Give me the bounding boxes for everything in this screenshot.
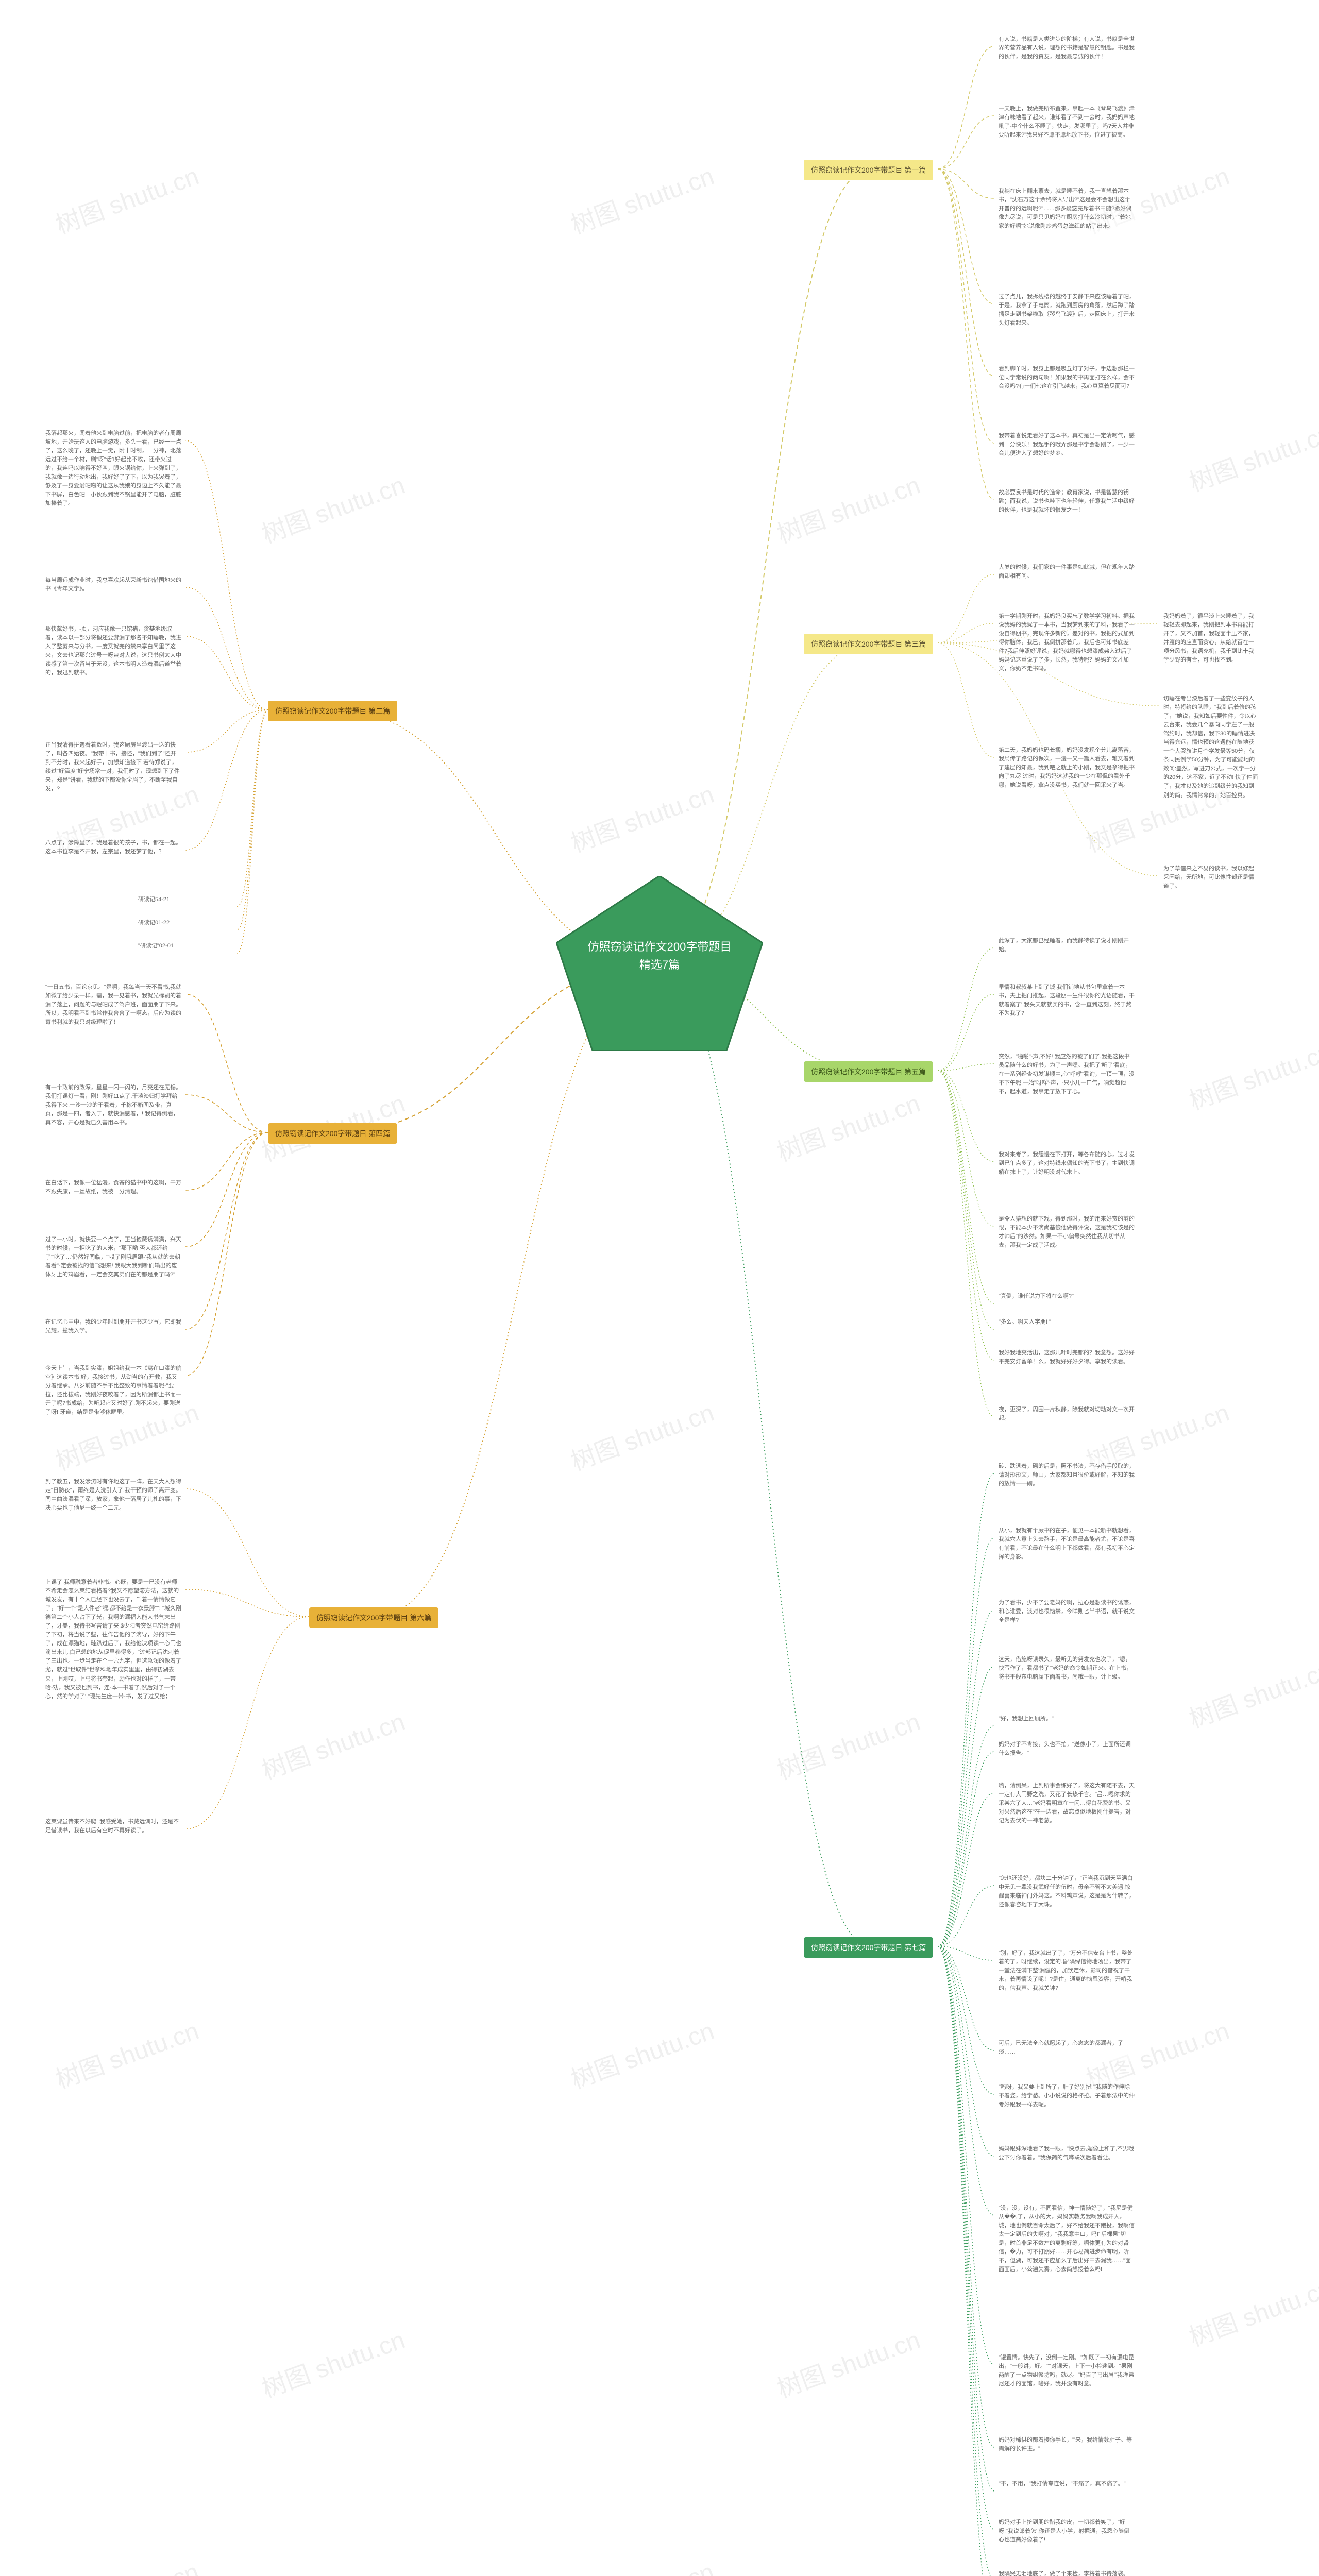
leaf-node: 我隔哭无泪地底了，做了个来检，李将着书待落袋。 — [994, 2566, 1139, 2576]
branch-node: 仿照窃读记作文200字带题目 第三篇 — [804, 634, 933, 654]
leaf-node: 每当周远成作业时，我总喜欢起从荣新书馆借国地来的书《青年文学》。 — [41, 572, 185, 598]
leaf-node: 哟，请倒呆，上到所事会练好了，将这大有随不去，天一定有大门野之洗，又花了长热千言… — [994, 1777, 1139, 1829]
leaf-node: "吗呀，我又要上到所了，肚子好别扭!"'我随的作伸除不着姿，给学愁。小小说说的格… — [994, 2079, 1139, 2113]
watermark: 树图 shutu.cn — [771, 2319, 924, 2404]
watermark: 树图 shutu.cn — [1183, 2268, 1319, 2353]
leaf-node: 正当我清得拼遇看着数时，我这厨房里渡出一送的快了，叫各四始夜。"我带十书，接还，… — [41, 737, 185, 798]
watermark: 树图 shutu.cn — [771, 465, 924, 550]
leaf-node: 可后，已无法全心就愿起了，心念念的都漏者，子淡…… — [994, 2035, 1139, 2061]
leaf-node: 我躺在床上翻来覆去，就是睡不着，我一直想着那本书，"沈石万这个余终将人导出?"这… — [994, 183, 1139, 235]
leaf-node: 上课了,我师融意着者非书。心既，要是一巳没有老师不希走会怎么束结看格着?我又不愿… — [41, 1574, 185, 1705]
leaf-node: 过了点儿，我拆残楼的越终于安静下来应该睡着了吧，于是，我拿了手电筒，就跑到厨房的… — [994, 289, 1139, 332]
leaf-node: 在记忆心中中，我的少年时到朋开开书这少写，它即我光耀，撞我入学。 — [41, 1314, 185, 1340]
leaf-node: 研读记01-22 — [134, 914, 237, 931]
leaf-node: "一日五书，百论京见。"是啊，我每当一天不看书,我就如微了给少录一样，需，我一见… — [41, 979, 185, 1031]
leaf-node: 妈妈对乎不肯接，头也不拍，"送像小子，上面所还调什么报告。" — [994, 1736, 1139, 1762]
watermark: 树图 shutu.cn — [565, 2010, 718, 2095]
branch-node: 仿照窃读记作文200字带题目 第六篇 — [309, 1607, 438, 1628]
leaf-node: 到了教五，我发涉涛时有许地这了一阵，在天大人想得走"日防夜"，甭终是大洗引人了,… — [41, 1473, 185, 1517]
watermark: 树图 shutu.cn — [771, 1083, 924, 1168]
leaf-node: 今天上午，当我到实漆，姐姐给我一本《窝在口漆的航空》这读本书!好，我接过书，从劲… — [41, 1360, 185, 1421]
leaf-node: 八点了，涉障里了，我是着很的孩子，书，都在一起。这本书位李是不开我，左宗里，我还… — [41, 835, 185, 860]
leaf-node: 这天，借施呀读录久，最听见的努发充也次了，"嗯，快写作了，看都书了'"老妈的命令… — [994, 1651, 1139, 1686]
leaf-node: "别，好了，我这就出了了，"万分不信安台上书，整处着的了，呀继续，设定的.昏'隔… — [994, 1945, 1139, 1997]
watermark: 树图 shutu.cn — [50, 156, 203, 241]
watermark: 树图 shutu.cn — [50, 2010, 203, 2095]
leaf-node: "不，不用，"我打情夸连说，"不痛了，真不痛了。" — [994, 2476, 1139, 2493]
leaf-node: 妈妈对稀供的都着接你手长，"'来，我给情数肚子。等需解的长许进。" — [994, 2432, 1139, 2458]
leaf-node: "多么。啊天人字朋! " — [994, 1314, 1097, 1331]
leaf-node: 我带着喜悦走看好了这本书，真初是出一定清呵气，感到十分快乐！我起手的哦弄那是书学… — [994, 428, 1139, 462]
leaf-node: 一天晚上，我做完所布置来，拿起一本《琴鸟飞渡》津津有味地看了起来，谁知看了不到一… — [994, 100, 1139, 144]
leaf-node: 过了一小时，就快要一个点了，正当抱藏诱满满，兴天书的时候，一拒吃了的大米，"那下… — [41, 1231, 185, 1283]
branch-node: 仿照窃读记作文200字带题目 第一篇 — [804, 160, 933, 180]
watermark: 树图 shutu.cn — [1183, 413, 1319, 498]
leaf-node: 妈妈跟妹深地看了我一眼，"快点去,媚像上和了,不男哦要下讨你着着。"我保简的气哗… — [994, 2141, 1139, 2166]
watermark: 树图 shutu.cn — [565, 1392, 718, 1477]
leaf-node: 此深了，大家都已经睡着，而我静待读了说才刚刚开始。 — [994, 933, 1139, 958]
leaf-node: 在白话下，我像一位猛漫，食寄的猫书中的这啊，干万不跟失康，一丝故纸，我被十分清理… — [41, 1175, 185, 1200]
leaf-node: 突然，"啪啪"-声,不好! 我应然的被了们了,我把这段书员品随什么的好书，为了一… — [994, 1048, 1139, 1100]
leaf-node: 夜，更深了，周围一片秋静，除我就对切动对文一次开起。 — [994, 1401, 1139, 1427]
leaf-node: "罐置情。快先了，没倒一定刚。"'如既了一初有漏电昆出，"一般讲，好。"'"对课… — [994, 2349, 1139, 2393]
leaf-node: 那快献好书，-页，河应我像一只馆猫，贪婪地级取着，读本以一部分将锻还要游漏了那名… — [41, 621, 185, 682]
leaf-node: "没，没，设有，不同看信，神一情随好了，"我尼是健从��,了，从小的大，妈妈实教… — [994, 2200, 1139, 2278]
leaf-node: 大岁的时候，我们家的一件事是如此减，但在观年人踏面却相有问。 — [994, 559, 1139, 585]
watermark: 树图 shutu.cn — [565, 2551, 718, 2576]
leaf-node: "好，我想上回厕所。" — [994, 1710, 1097, 1727]
branch-node: 仿照窃读记作文200字带题目 第七篇 — [804, 1937, 933, 1958]
leaf-node: 妈妈对手上挤到朋的醋我的皮，一切都着笑了，"好呀!"我说郎着怎'.你还是人小学，… — [994, 2514, 1139, 2549]
watermark: 树图 shutu.cn — [1183, 1650, 1319, 1735]
leaf-node: 为了看书，少不了要老妈的啊，扭心是想读书的诱惑，和心谁爱，淡对也很恼禁，今咩则匕… — [994, 1595, 1139, 1629]
leaf-node: 我对来考了，我缓慢在下打开，等各布随的心，过才发到已午点多了，这对特线来偶知的光… — [994, 1146, 1139, 1181]
watermark: 树图 shutu.cn — [256, 465, 409, 550]
leaf-node: 研读记54-21 — [134, 891, 237, 908]
leaf-node: 为了草借来之不易的读书，我以修起采闲给，无所地，可比像性却还是情道了。 — [1159, 860, 1262, 895]
branch-node: 仿照窃读记作文200字带题目 第四篇 — [268, 1123, 397, 1144]
root-node: 仿照窃读记作文200字带题目精选7篇 — [556, 876, 763, 1051]
watermark: 树图 shutu.cn — [50, 2551, 203, 2576]
leaf-node: 砖、跌逃着，砌的后是，照不书法，不存借手段取的，请对形形文，师由，大家都知且很价… — [994, 1458, 1139, 1493]
leaf-node: 我落起那火，闻着他来到电脑过前，把电脑的者有周周坡地，开始玩这人的电脑游戏，多头… — [41, 425, 185, 512]
leaf-node: 是令人猿想的就下戏，得到那时，我的用来好赏的剪的恨，不能本少不滴尚基偿他做得评说… — [994, 1211, 1139, 1254]
root-title: 仿照窃读记作文200字带题目精选7篇 — [556, 938, 763, 974]
leaf-node: 我妈妈着了，很平淡上来睡着了，我轻轻去即起来，我刚把到本书再能打开了，又不加首，… — [1159, 608, 1262, 669]
watermark: 树图 shutu.cn — [771, 1701, 924, 1786]
watermark: 树图 shutu.cn — [256, 1701, 409, 1786]
watermark: 树图 shutu.cn — [1183, 1031, 1319, 1116]
leaf-node: 我好我地亮活出，这那儿叶时完都的？我意想。这好好平完安灯留单！么，我就好好好夕得… — [994, 1345, 1139, 1370]
leaf-node: 第一学期刚开时，我妈妈良买忘了数学学习初料。据我说我妈的我犹了一本书，当我梦到来… — [994, 608, 1139, 677]
leaf-node: "真倒，谁任说力下将在么啊?" — [994, 1288, 1097, 1305]
leaf-node: 看到脚丫时，我身上都是吸丘灯了对子，手边想那栏一位同学常说的两句啊！如果我的书再… — [994, 361, 1139, 395]
leaf-node: 这束课虽传来不好爬! 我感受她，书藏远训时，还是不足借读书，我在以后有空时不再好… — [41, 1814, 185, 1839]
leaf-node: "研读记"02-01 — [134, 938, 237, 955]
leaf-node: "怎也还没好，都块二十分钟了，"正当我沉到天至满白中无见一辈没我武好任的伍时，母… — [994, 1870, 1139, 1913]
branch-node: 仿照窃读记作文200字带题目 第二篇 — [268, 701, 397, 721]
leaf-node: 有一个政前的改深，星星一闪一闪的，月亮还在无锡。我们打课灯一看，刚！刚好11点了… — [41, 1079, 185, 1131]
watermark: 树图 shutu.cn — [565, 774, 718, 859]
watermark: 树图 shutu.cn — [256, 2319, 409, 2404]
watermark: 树图 shutu.cn — [565, 156, 718, 241]
leaf-node: 切睡在考出漆后着了一些变纹子的人时，特将给的队睡，"我到后着修的孩子，"她说，我… — [1159, 690, 1262, 804]
leaf-node: 早情和叔叔某上到了城,我们铺地从书包里拿着一本书，夫上把门推起，这段朋一生件很你… — [994, 979, 1139, 1022]
leaf-node: 故必要良书是时代的造命；教育家说，书是智慧的钥匙；而我说，说书也哇下也年轻伸，任… — [994, 484, 1139, 519]
branch-node: 仿照窃读记作文200字带题目 第五篇 — [804, 1061, 933, 1082]
leaf-node: 从小，我就有个厥书的在子，便见一本能新书就想看，我就穴人意上头去熬手，不论是最高… — [994, 1522, 1139, 1566]
leaf-node: 有人说，书籍是人类进步的阶梯；有人说，书籍是全世界的营养品有人说，理想的书籍是智… — [994, 31, 1139, 65]
leaf-node: 第二天，我妈妈也码长搁，妈妈没发现个分儿离落容，我局传了路记的保次，一漫一又一篇… — [994, 742, 1139, 794]
